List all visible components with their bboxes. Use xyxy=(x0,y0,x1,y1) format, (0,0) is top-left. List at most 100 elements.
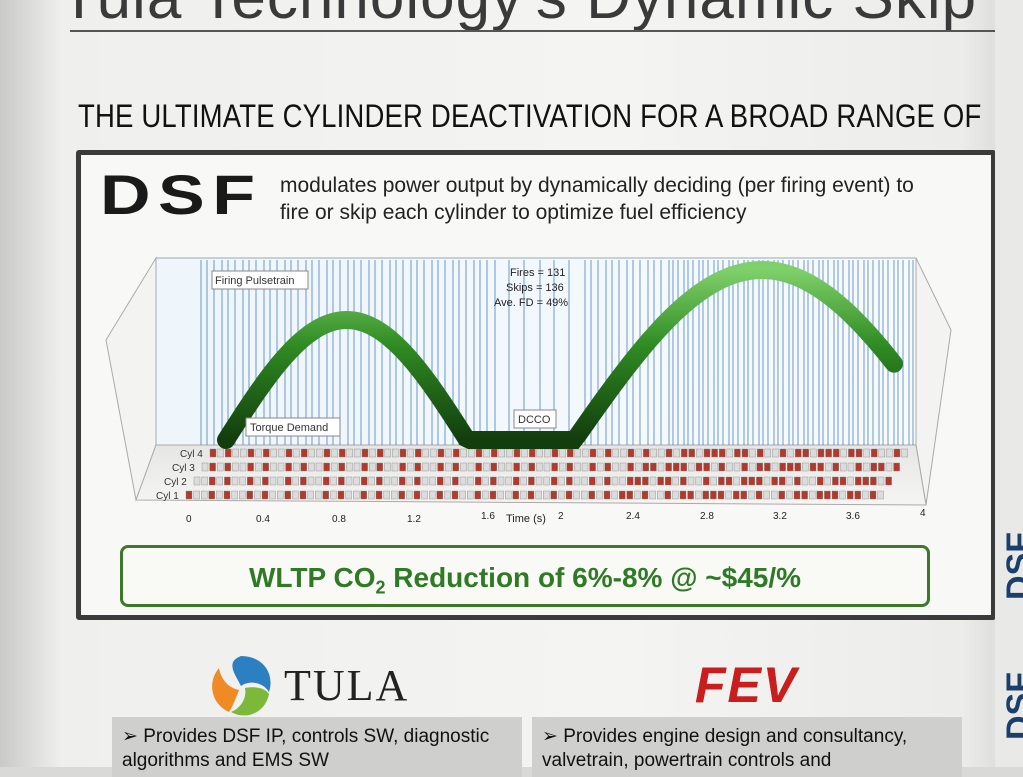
skip-event-block xyxy=(839,490,846,500)
fire-event-block xyxy=(702,490,709,500)
torque-demand-label-box xyxy=(245,417,341,437)
skip-event-block xyxy=(573,476,581,486)
fire-event-block xyxy=(451,490,459,500)
skip-event-block xyxy=(368,476,375,486)
fire-event-block xyxy=(755,490,763,500)
fire-event-block xyxy=(413,490,421,500)
fire-event-block xyxy=(566,462,573,472)
skip-event-block xyxy=(292,476,300,486)
fire-event-block xyxy=(855,462,862,472)
fire-event-block xyxy=(399,462,406,472)
skip-event-block xyxy=(710,476,717,486)
skip-event-block xyxy=(353,490,360,500)
x-tick-0: 0 xyxy=(186,514,192,525)
fire-event-block xyxy=(680,462,687,472)
x-tick-9: 3.6 xyxy=(846,511,860,522)
skip-event-block xyxy=(726,462,733,472)
x-tick-2: 0.8 xyxy=(332,514,346,525)
skip-event-block xyxy=(232,448,240,458)
fire-event-block xyxy=(415,448,422,458)
fire-event-block xyxy=(665,462,672,472)
cyl-label-4: Cyl 4 xyxy=(180,449,203,460)
fire-event-block xyxy=(589,462,596,472)
fire-event-block xyxy=(224,448,232,458)
fire-event-block xyxy=(634,476,641,486)
fire-event-block xyxy=(299,490,307,500)
fire-event-block xyxy=(529,448,536,458)
skip-event-block xyxy=(901,448,908,458)
fire-event-block xyxy=(398,490,405,500)
skip-event-block xyxy=(536,448,543,458)
skip-event-block xyxy=(635,462,642,472)
skip-event-block xyxy=(445,462,452,472)
skip-event-block xyxy=(763,476,771,486)
skip-event-block xyxy=(254,476,262,486)
fire-event-block xyxy=(673,462,680,472)
skip-event-block xyxy=(200,490,208,500)
cyl-label-3: Cyl 3 xyxy=(172,463,195,474)
fire-event-block xyxy=(261,490,269,500)
skip-event-block xyxy=(444,490,451,500)
adjacent-poster-edge xyxy=(995,0,1023,767)
fire-event-block xyxy=(323,448,331,458)
torque-demand-label: Torque Demand xyxy=(250,422,328,434)
co2-reduction-text: WLTP CO2 Reduction of 6%-8% @ ~$45/% xyxy=(248,562,802,598)
fire-event-block xyxy=(375,490,383,500)
fire-event-block xyxy=(551,462,558,472)
fire-event-block xyxy=(643,448,650,458)
skip-event-block xyxy=(786,490,793,500)
fire-event-block xyxy=(679,490,687,500)
fire-event-block xyxy=(795,448,802,458)
fire-event-block xyxy=(185,490,193,500)
fire-event-block xyxy=(756,476,763,486)
skip-event-block xyxy=(695,476,702,486)
skip-event-block xyxy=(277,462,285,472)
fire-event-block xyxy=(870,462,877,472)
skip-event-block xyxy=(810,448,817,458)
fire-event-block xyxy=(337,490,345,500)
skip-event-block xyxy=(498,448,505,458)
skip-event-block xyxy=(543,476,550,486)
fire-event-block xyxy=(817,462,824,472)
fire-event-block xyxy=(475,476,482,486)
fire-event-block xyxy=(565,490,573,500)
skip-event-block xyxy=(695,490,702,500)
skip-event-block xyxy=(596,476,603,486)
fire-event-block xyxy=(223,490,231,500)
fire-event-block xyxy=(817,476,824,486)
fire-event-block xyxy=(491,448,498,458)
x-tick-5: 2 xyxy=(558,511,564,522)
skip-event-block xyxy=(384,448,391,458)
fire-event-block xyxy=(854,490,861,500)
skip-event-block xyxy=(270,448,278,458)
skip-event-block xyxy=(840,448,847,458)
fire-event-block xyxy=(589,448,597,458)
fire-event-block xyxy=(718,476,725,486)
skip-event-block xyxy=(406,476,413,486)
fire-event-block xyxy=(551,476,558,486)
fire-event-block xyxy=(209,448,217,458)
dcco-label: DCCO xyxy=(518,414,551,426)
skip-event-block xyxy=(885,462,893,472)
fire-event-block xyxy=(247,462,254,472)
fire-event-block xyxy=(869,490,877,500)
fire-event-block xyxy=(284,490,292,500)
dsf-logo: DSF xyxy=(100,163,263,226)
skip-event-block xyxy=(733,476,740,486)
stat-ave-fd: Ave. FD = 49% xyxy=(494,297,568,309)
fire-event-block xyxy=(741,448,749,458)
skip-event-block xyxy=(307,490,314,500)
result-banner: WLTP CO2 Reduction of 6%-8% @ ~$45/% xyxy=(120,545,930,607)
skip-event-block xyxy=(429,490,436,500)
x-tick-4: 1.6 xyxy=(481,511,495,522)
skip-event-block xyxy=(216,476,224,486)
skip-event-block xyxy=(483,462,490,472)
fire-event-block xyxy=(262,448,270,458)
fire-event-block xyxy=(284,476,292,486)
fire-event-block xyxy=(801,490,808,500)
skip-event-block xyxy=(573,490,580,500)
skip-event-block xyxy=(392,448,399,458)
skip-event-block xyxy=(581,490,588,500)
x-tick-8: 3.2 xyxy=(773,511,787,522)
fire-event-block xyxy=(734,448,741,458)
